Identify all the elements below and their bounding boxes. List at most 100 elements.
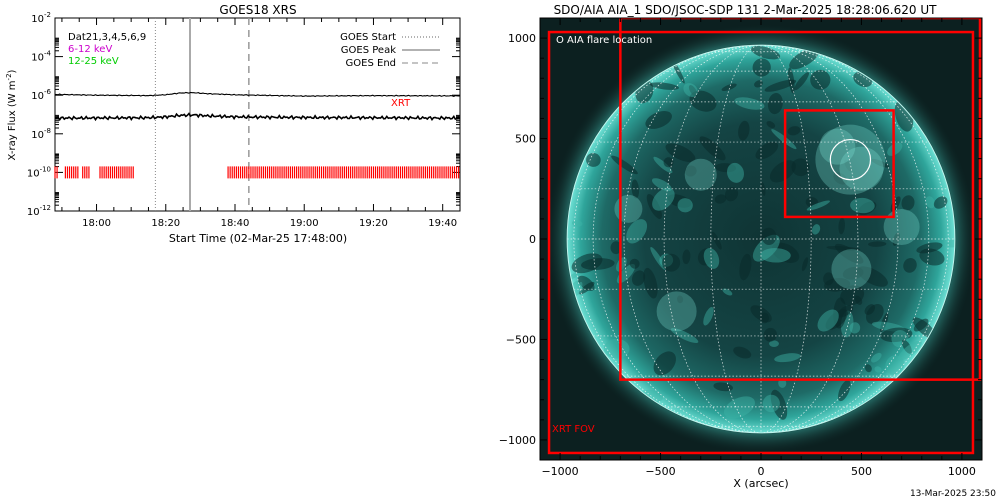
sun-region-blob (750, 45, 781, 60)
sun-region-blob (903, 257, 917, 273)
sun-region-blob (663, 157, 674, 168)
sun-region-blob (713, 382, 733, 392)
goes-y-tick-label: 10-4 (31, 50, 51, 64)
sun-region-blob (874, 366, 882, 373)
sun-region-blob (662, 253, 681, 272)
aia-x-tick-label: 0 (758, 465, 765, 478)
aia-image-panel: SDO/AIA AIA_1 SDO/JSOC-SDP 131 2-Mar-202… (499, 3, 983, 490)
sun-region-blob (838, 380, 851, 402)
sun-region-blob (880, 312, 889, 333)
sun-region-blob (791, 158, 810, 177)
flare-location-label: O AIA flare location (556, 35, 652, 46)
goes-x-tick-label: 19:00 (290, 218, 319, 229)
sun-region-blob (723, 396, 755, 419)
goes-y-tick-label: 10-10 (27, 165, 51, 179)
sun-region-blob (885, 355, 905, 375)
goes-x-tick-label: 18:20 (151, 218, 180, 229)
sun-region-blob (750, 305, 772, 323)
sun-region-blob (577, 275, 595, 291)
sun-region-blob (754, 80, 763, 88)
sun-region-blob (901, 339, 912, 354)
goes-y-tick-base: 10 (31, 14, 44, 25)
sun-region-blob (697, 248, 714, 266)
goes-y-tick-exp: -12 (40, 204, 51, 212)
sun-region-blob (722, 288, 733, 296)
goes-x-axis: 18:00 18:20 18:40 19:00 19:20 19:40 (61, 18, 461, 229)
goes-flux-series (54, 91, 461, 98)
sun-bright-region (883, 208, 920, 245)
xrt-coverage (54, 166, 460, 179)
sun-region-blob (834, 243, 864, 264)
sun-bright-region (656, 291, 697, 332)
sun-region-blob (760, 248, 791, 263)
legend-goes-start: GOES Start (340, 32, 396, 43)
sun-active-regions (567, 45, 955, 420)
sun-region-blob (811, 224, 821, 235)
sun-region-blob (667, 194, 692, 208)
sun-region-blob (670, 328, 699, 344)
channel-note: Dat21,3,4,5,6,9 (68, 32, 146, 43)
goes-x-tick-label: 18:00 (82, 218, 111, 229)
grid-longitude-line (760, 45, 949, 433)
grid-longitude-line (760, 45, 930, 433)
sun-region-blob (844, 159, 852, 172)
sun-region-blob (919, 248, 945, 266)
sun-region-blob (677, 295, 684, 304)
sun-region-blob (769, 340, 779, 348)
aia-x-tick-label: 1000 (948, 465, 976, 478)
goes-y-tick-exp: -2 (44, 11, 51, 19)
goes-y-tick-base: 10 (27, 168, 40, 179)
goes-x-tick-label: 19:20 (359, 218, 388, 229)
sun-region-blob (610, 241, 622, 255)
sun-region-blob (677, 198, 693, 213)
sun-region-blob (650, 246, 666, 270)
sun-region-blob (763, 327, 777, 342)
sun-region-blob (871, 158, 890, 168)
goes-y-tick-exp: -4 (44, 50, 52, 58)
sun-region-blob (715, 163, 737, 173)
goes-series-group (54, 91, 461, 122)
sun-region-blob (684, 165, 697, 177)
sun-region-blob (703, 248, 720, 269)
goes-y-tick-label: 10-8 (31, 127, 51, 141)
sun-region-blob (842, 266, 864, 280)
sun-region-blob (805, 197, 818, 208)
sun-region-blob (767, 93, 783, 115)
goes-flux-series (54, 112, 461, 122)
goes-x-tick-label: 19:40 (428, 218, 457, 229)
sun-region-blob (880, 327, 913, 343)
sun-region-blob (833, 297, 847, 329)
sun-region-blob (764, 79, 797, 92)
sun-region-blob (611, 155, 638, 175)
aia-x-tick-label: −1000 (541, 465, 578, 478)
sun-region-blob (646, 194, 662, 220)
goes-y-tick-exp: -6 (44, 88, 52, 96)
aia-y-tick-label: −500 (506, 333, 536, 346)
footer-timestamp: 13-Mar-2025 23:50 (909, 489, 996, 499)
goes-y-tick-base: 10 (31, 130, 44, 141)
grid-longitude-line (573, 45, 762, 433)
goes-y-tick-base: 10 (27, 207, 40, 218)
goes-y-tick-exp: -8 (44, 127, 51, 135)
sun-region-blob (925, 196, 935, 209)
sun-region-blob (868, 241, 887, 247)
sun-region-blob (571, 220, 583, 227)
sun-region-blob (787, 126, 801, 136)
goes-y-tick-base: 10 (31, 91, 44, 102)
sun-region-blob (586, 153, 601, 167)
sun-region-blob (898, 340, 922, 361)
sun-region-blob (724, 187, 739, 202)
sun-region-blob (752, 58, 771, 77)
sun-region-blob (645, 111, 672, 129)
sun-region-blob (653, 351, 676, 376)
grid-longitude-line (760, 45, 859, 433)
goes-y-tick-base: 10 (31, 53, 44, 64)
sun-region-blob (649, 82, 679, 90)
heliographic-grid (567, 45, 955, 433)
sun-region-blob (789, 47, 820, 70)
goes-plot-frame (54, 17, 461, 212)
sun-region-blob (946, 239, 955, 248)
sun-bright-region (831, 249, 872, 290)
